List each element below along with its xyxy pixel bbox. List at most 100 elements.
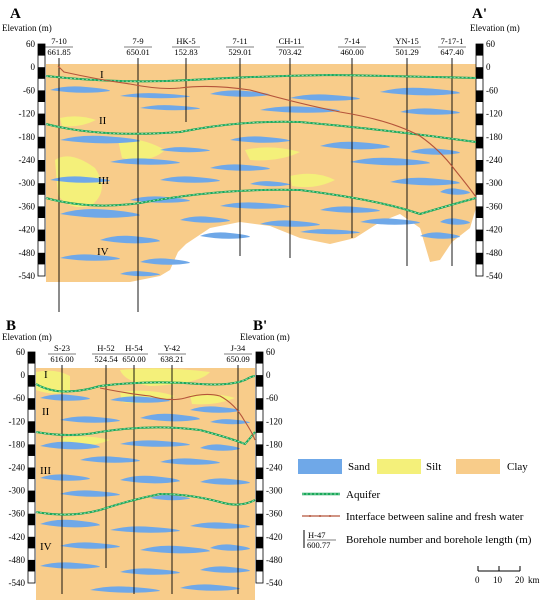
section-b-aquifer-label-2: II [42, 406, 50, 418]
legend-interface-label: Interface between saline and fresh water [346, 511, 524, 523]
section-b-right-axis: 60 0 -60 -120 -180 -240 -300 -360 -420 -480 -540 [255, 347, 283, 588]
elevation-tick-label: -120 [19, 109, 36, 119]
elevation-tick-label: 60 [486, 39, 496, 49]
elevation-tick-label: -120 [266, 416, 283, 426]
borehole-name: H-54 [125, 343, 143, 353]
borehole-length: 650.00 [122, 354, 145, 364]
legend-silt-swatch [377, 459, 421, 474]
elevation-tick-label: -540 [9, 578, 26, 588]
section-b-aquifer-label-4: IV [40, 541, 52, 553]
section-a-label-left: A [10, 6, 21, 22]
legend-borehole-length: 600.77 [307, 540, 330, 550]
borehole-name: 7-9 [132, 36, 143, 46]
elevation-tick-label: -420 [9, 532, 26, 542]
elevation-tick-label: -120 [9, 416, 26, 426]
elevation-tick-label: -300 [266, 486, 283, 496]
borehole-length: 650.01 [126, 47, 149, 57]
elevation-tick-label: -360 [19, 201, 36, 211]
legend-clay-swatch [456, 459, 500, 474]
elevation-tick-label: 0 [31, 62, 36, 72]
section-b-left-axis: 60 0 -60 -120 -180 -240 -300 -360 -420 -480 -540 [9, 347, 36, 588]
borehole-name: 7-14 [344, 36, 360, 46]
borehole-name: HK-5 [176, 36, 195, 46]
borehole-name: S-23 [54, 343, 70, 353]
scale-tick-20: 20 [515, 575, 525, 585]
section-b-axis-title-right: Elevation (m) [240, 332, 290, 342]
elevation-tick-label: 60 [16, 347, 26, 357]
elevation-tick-label: -240 [486, 155, 503, 165]
section-b: 60 0 -60 -120 -180 -240 -300 -360 -420 -480 -540 6… [2, 318, 290, 600]
elevation-tick-label: 0 [266, 370, 271, 380]
legend-clay-label: Clay [507, 461, 528, 473]
borehole-name: Y-42 [164, 343, 181, 353]
elevation-tick-label: -480 [266, 555, 283, 565]
elevation-tick-label: -360 [486, 201, 503, 211]
elevation-tick-label: -60 [13, 393, 25, 403]
scale-tick-0: 0 [475, 575, 480, 585]
borehole-length: 638.21 [160, 354, 183, 364]
section-a-aquifer-label-2: II [99, 115, 107, 127]
elevation-tick-label: -60 [266, 393, 278, 403]
section-a-clay [46, 64, 476, 282]
borehole-length: 647.40 [440, 47, 463, 57]
elevation-tick-label: -360 [266, 509, 283, 519]
section-a-left-axis: 60 0 -60 -120 -180 -240 -300 -360 -420 -480 -540 [19, 39, 46, 281]
elevation-tick-label: -300 [9, 486, 26, 496]
elevation-tick-label: -180 [486, 132, 503, 142]
legend-aquifer-label: Aquifer [346, 489, 381, 501]
elevation-tick-label: -240 [19, 155, 36, 165]
section-b-sand [40, 394, 250, 593]
borehole-name: YN-15 [395, 36, 419, 46]
elevation-tick-label: -480 [19, 248, 36, 258]
section-a-axis-title-left: Elevation (m) [2, 23, 52, 33]
elevation-tick-label: 60 [266, 347, 276, 357]
elevation-tick-label: -180 [9, 439, 26, 449]
elevation-tick-label: 0 [486, 62, 491, 72]
borehole-name: 7-10 [51, 36, 67, 46]
elevation-tick-label: -240 [266, 463, 283, 473]
elevation-tick-label: -60 [486, 85, 498, 95]
section-a-interface-line [57, 65, 477, 198]
borehole-length: 661.85 [47, 47, 70, 57]
elevation-tick-label: -480 [486, 248, 503, 258]
section-b-label-left: B [6, 318, 16, 334]
borehole-length: 650.09 [226, 354, 249, 364]
elevation-tick-label: -420 [266, 532, 283, 542]
section-b-interface-line [99, 387, 256, 441]
elevation-tick-label: 0 [21, 370, 26, 380]
section-a-aquifer-label-3: III [98, 175, 109, 187]
scale-unit: km [528, 575, 540, 585]
elevation-tick-label: -540 [266, 578, 283, 588]
legend-borehole-label: Borehole number and borehole length (m) [346, 534, 532, 546]
section-b-clay [36, 368, 255, 600]
borehole-length: 460.00 [340, 47, 363, 57]
section-a-right-axis: 60 0 -60 -120 -180 -240 -300 -360 -420 -480 -540 [475, 39, 503, 281]
legend-borehole-name: H-47 [308, 530, 325, 540]
borehole-name: J-34 [231, 343, 246, 353]
borehole-name: H-52 [97, 343, 114, 353]
section-b-aquifer-label-3: III [40, 465, 51, 477]
elevation-tick-label: -420 [486, 225, 503, 235]
borehole-length: 152.83 [174, 47, 197, 57]
elevation-tick-label: -540 [486, 271, 503, 281]
elevation-tick-label: -300 [19, 178, 36, 188]
elevation-tick-label: -60 [23, 85, 35, 95]
borehole-length: 616.00 [50, 354, 73, 364]
elevation-tick-label: -240 [9, 463, 26, 473]
borehole-name: 7-17-1 [441, 36, 464, 46]
section-b-label-right: B' [253, 318, 267, 334]
borehole-length: 703.42 [278, 47, 301, 57]
borehole-name: CH-11 [279, 36, 302, 46]
